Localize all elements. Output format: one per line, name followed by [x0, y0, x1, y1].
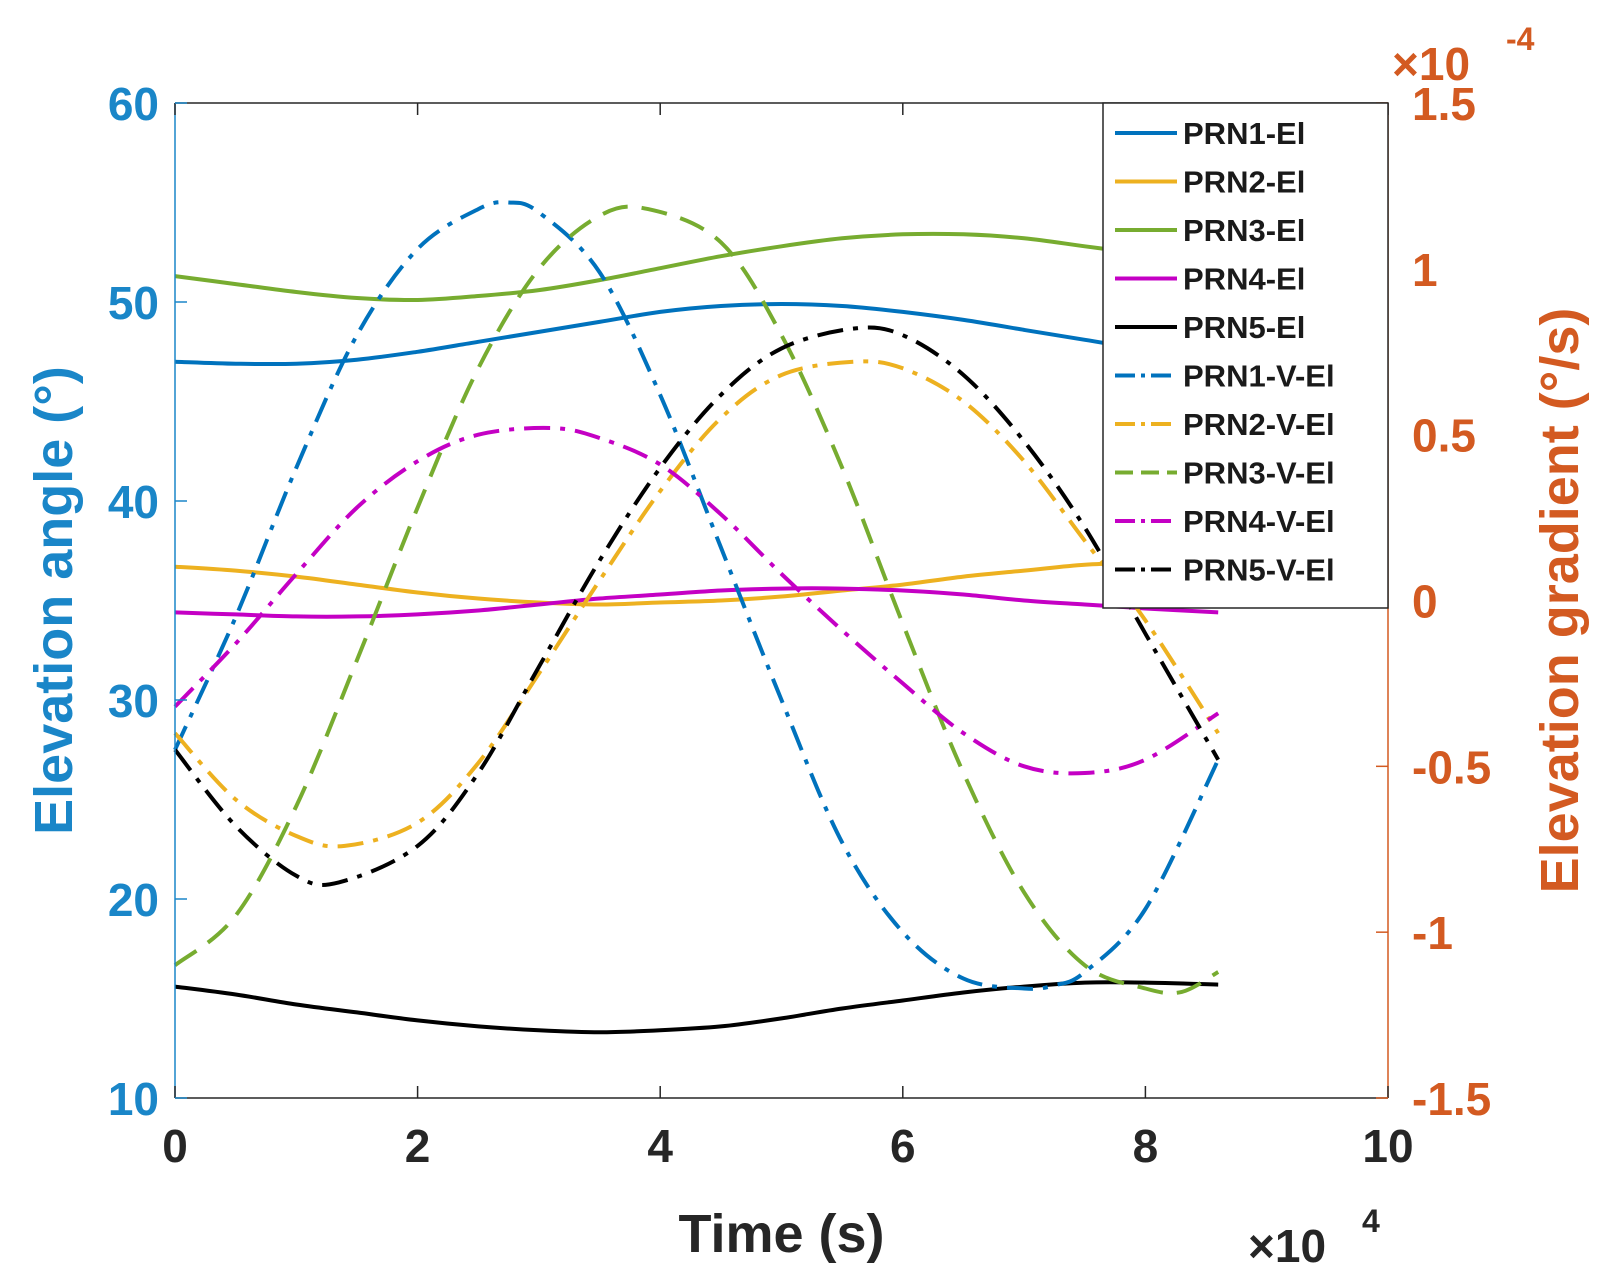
legend-label-prn1-el: PRN1-El	[1183, 116, 1305, 151]
left-y-tick-label: 50	[108, 277, 159, 329]
right-y-tick-label: 0.5	[1412, 410, 1476, 462]
x-tick-label: 8	[1133, 1120, 1159, 1172]
x-multiplier-exponent: 4	[1362, 1203, 1380, 1239]
series-line-prn1-v-el	[173, 200, 1220, 991]
x-tick-label: 4	[647, 1120, 673, 1172]
series-line-prn3-v-el	[173, 204, 1220, 996]
right-multiplier-exponent: -4	[1506, 21, 1535, 57]
right-y-tick-label: 1.5	[1412, 78, 1476, 130]
series-line-prn2-el	[174, 558, 1219, 607]
legend: PRN1-El PRN2-El PRN3-El PRN4-El PRN5-El PRN1-…	[1102, 102, 1389, 609]
series-line-prn5-el	[174, 980, 1219, 1035]
series-line-prn2-v-el	[173, 359, 1220, 849]
legend-label-prn4-v-el: PRN4-V-El	[1183, 504, 1335, 539]
series-line-prn5-v-el	[173, 325, 1220, 887]
series-line-prn1-el	[174, 302, 1219, 367]
legend-label-prn3-v-el: PRN3-V-El	[1183, 456, 1335, 491]
right-multiplier-label: ×10	[1392, 38, 1470, 90]
x-tick-label: 0	[162, 1120, 188, 1172]
plot-layer	[173, 200, 1220, 1035]
series-line-prn4-v-el	[173, 425, 1220, 776]
right-y-tick-label: 1	[1412, 244, 1438, 296]
legend-box	[1102, 102, 1389, 609]
legend-label-prn1-v-el: PRN1-V-El	[1183, 359, 1335, 394]
left-y-tick-label: 40	[108, 476, 159, 528]
left-y-tick-label: 20	[108, 874, 159, 926]
left-y-tick-label: 30	[108, 675, 159, 727]
legend-label-prn5-el: PRN5-El	[1183, 310, 1305, 345]
left-y-tick-label: 10	[108, 1073, 159, 1125]
series-line-prn4-el	[174, 586, 1219, 619]
series-line-prn3-el	[174, 231, 1219, 303]
right-y-tick-label: -1	[1412, 907, 1453, 959]
right-y-tick-label: -1.5	[1412, 1073, 1491, 1125]
x-tick-label: 2	[405, 1120, 431, 1172]
legend-label-prn3-el: PRN3-El	[1183, 213, 1305, 248]
x-axis-label: Time (s)	[678, 1204, 884, 1264]
legend-label-prn2-v-el: PRN2-V-El	[1183, 407, 1335, 442]
x-tick-label: 6	[890, 1120, 916, 1172]
right-y-tick-label: -0.5	[1412, 741, 1491, 793]
legend-label-prn5-v-el: PRN5-V-El	[1183, 553, 1335, 588]
left-y-axis-label: Elevation angle (°)	[24, 366, 84, 835]
x-tick-label: 10	[1362, 1120, 1413, 1172]
legend-label-prn4-el: PRN4-El	[1183, 262, 1305, 297]
right-y-axis-label: Elevation gradient (°/s)	[1530, 308, 1590, 894]
left-y-tick-label: 60	[108, 78, 159, 130]
right-y-tick-label: 0	[1412, 576, 1438, 628]
x-multiplier-label: ×10	[1248, 1220, 1326, 1272]
legend-label-prn2-el: PRN2-El	[1183, 165, 1305, 200]
